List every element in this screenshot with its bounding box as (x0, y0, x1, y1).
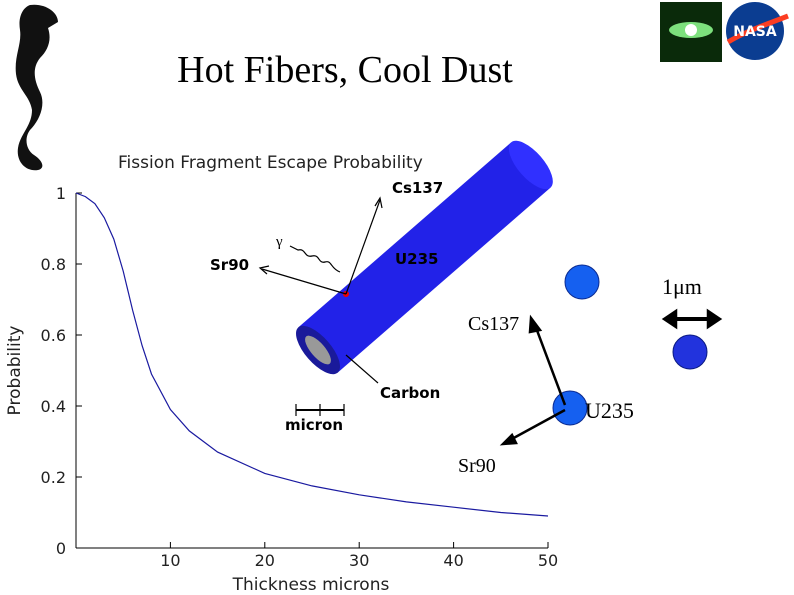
y-tick-label: 1 (56, 184, 66, 203)
carbon-label: Carbon (380, 384, 440, 402)
carbon-core (305, 335, 331, 365)
x-tick-label: 40 (443, 551, 463, 570)
fiber-arrows (258, 196, 383, 416)
micron-label: micron (285, 416, 343, 434)
cs-label: Cs137 (392, 179, 443, 197)
particle (552, 390, 588, 426)
decay-diagram: 1μm Cs137 U235 Sr90 (458, 264, 723, 477)
y-tick-label: 0.6 (41, 326, 66, 345)
chart-title: Fission Fragment Escape Probability (118, 153, 423, 173)
particle (564, 264, 600, 300)
y-tick-label: 0 (56, 539, 66, 558)
x-tick-label: 20 (255, 551, 275, 570)
u-label: U235 (395, 250, 439, 268)
chart: Fission Fragment Escape Probability Thick… (5, 153, 558, 595)
y-axis-label: Probability (5, 326, 25, 416)
u-label: U235 (585, 398, 634, 423)
particle (672, 334, 708, 370)
fiber-end (508, 140, 553, 190)
scale-label: 1μm (662, 274, 702, 299)
y-tick-label: 0.8 (41, 255, 66, 274)
cs-label: Cs137 (468, 313, 519, 335)
logos: NASA (660, 0, 794, 62)
fiber-diagram: Cs137 Sr90 U235 γ Carbon micron (210, 140, 553, 434)
decay-arrows (499, 308, 723, 446)
x-tick-label: 30 (349, 551, 369, 570)
sr-label: Sr90 (210, 256, 249, 274)
x-axis-label: Thickness microns (232, 575, 390, 595)
slide-title: Hot Fibers, Cool Dust (177, 49, 513, 91)
y-tick-label: 0.4 (41, 397, 66, 416)
y-tick-label: 0.2 (41, 468, 66, 487)
gamma-label: γ (275, 234, 283, 250)
seahorse-logo (15, 4, 59, 171)
fiber-body (298, 142, 551, 373)
x-tick-label: 50 (538, 551, 558, 570)
logo-text: NASA (733, 24, 777, 40)
x-tick-label: 10 (160, 551, 180, 570)
data-line (75, 192, 549, 517)
sr-label: Sr90 (458, 455, 496, 477)
